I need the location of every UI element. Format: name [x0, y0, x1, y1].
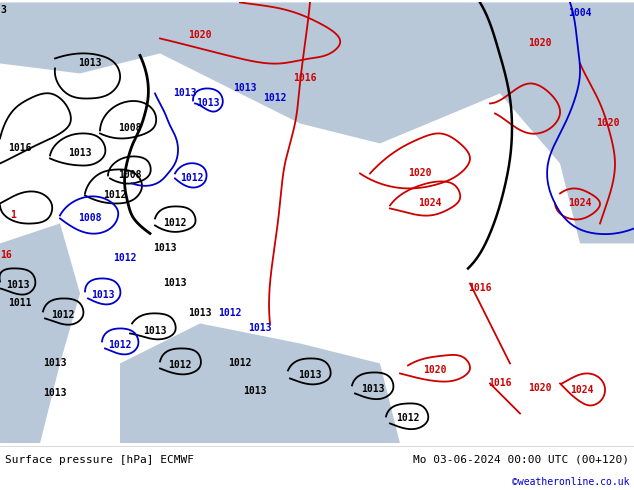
Polygon shape	[160, 2, 500, 144]
Text: 1013: 1013	[153, 244, 177, 253]
Text: 1008: 1008	[119, 123, 142, 133]
Text: 1012: 1012	[180, 173, 204, 183]
Text: 1024: 1024	[570, 386, 594, 395]
Text: 1012: 1012	[103, 191, 127, 200]
Text: 1012: 1012	[51, 311, 75, 320]
Text: 1016: 1016	[469, 283, 492, 294]
Text: 1012: 1012	[263, 94, 287, 103]
Polygon shape	[0, 223, 80, 443]
Text: 1012: 1012	[228, 359, 252, 368]
Text: 1020: 1020	[528, 38, 552, 49]
Text: 1020: 1020	[596, 119, 620, 128]
Text: 1012: 1012	[108, 341, 132, 350]
Text: 1013: 1013	[143, 326, 167, 337]
Text: 1012: 1012	[168, 361, 191, 370]
Text: 1013: 1013	[78, 58, 101, 69]
Text: 1013: 1013	[197, 98, 220, 108]
Text: 1013: 1013	[163, 278, 187, 289]
Text: 1013: 1013	[6, 280, 30, 291]
Text: 1016: 1016	[8, 144, 32, 153]
Text: 1024: 1024	[568, 198, 592, 208]
Polygon shape	[120, 323, 400, 443]
Text: 1012: 1012	[163, 219, 187, 228]
Text: 16: 16	[0, 250, 12, 261]
Text: 1016: 1016	[294, 74, 317, 83]
Text: 1008: 1008	[119, 171, 142, 180]
Polygon shape	[0, 2, 160, 74]
Text: 1013: 1013	[68, 148, 92, 158]
Text: Mo 03-06-2024 00:00 UTC (00+120): Mo 03-06-2024 00:00 UTC (00+120)	[413, 455, 629, 465]
Text: 1012: 1012	[113, 253, 137, 264]
Text: 1011: 1011	[8, 298, 32, 308]
Text: 3: 3	[0, 5, 6, 16]
Polygon shape	[500, 2, 634, 244]
Text: 1013: 1013	[233, 83, 257, 94]
Text: 1013: 1013	[249, 323, 272, 334]
Text: 1008: 1008	[78, 214, 101, 223]
Text: 1013: 1013	[298, 370, 321, 380]
Text: 1013: 1013	[188, 308, 212, 318]
Text: 1020: 1020	[424, 366, 447, 375]
Text: 1013: 1013	[43, 389, 67, 398]
Text: 1013: 1013	[361, 385, 385, 394]
Text: 1: 1	[10, 210, 16, 221]
Text: 1012: 1012	[218, 308, 242, 318]
Text: 1013: 1013	[43, 359, 67, 368]
Text: 1013: 1013	[91, 291, 115, 300]
Text: 1013: 1013	[173, 89, 197, 98]
Text: ©weatheronline.co.uk: ©weatheronline.co.uk	[512, 477, 629, 487]
Text: 1013: 1013	[243, 387, 267, 396]
Text: 1016: 1016	[488, 378, 512, 389]
Text: Surface pressure [hPa] ECMWF: Surface pressure [hPa] ECMWF	[5, 455, 194, 465]
Text: 1020: 1020	[188, 30, 212, 41]
Text: 1024: 1024	[418, 198, 442, 208]
Text: 1020: 1020	[408, 169, 432, 178]
Text: 1012: 1012	[396, 414, 420, 423]
Text: 1004: 1004	[568, 8, 592, 19]
Text: 1020: 1020	[528, 384, 552, 393]
